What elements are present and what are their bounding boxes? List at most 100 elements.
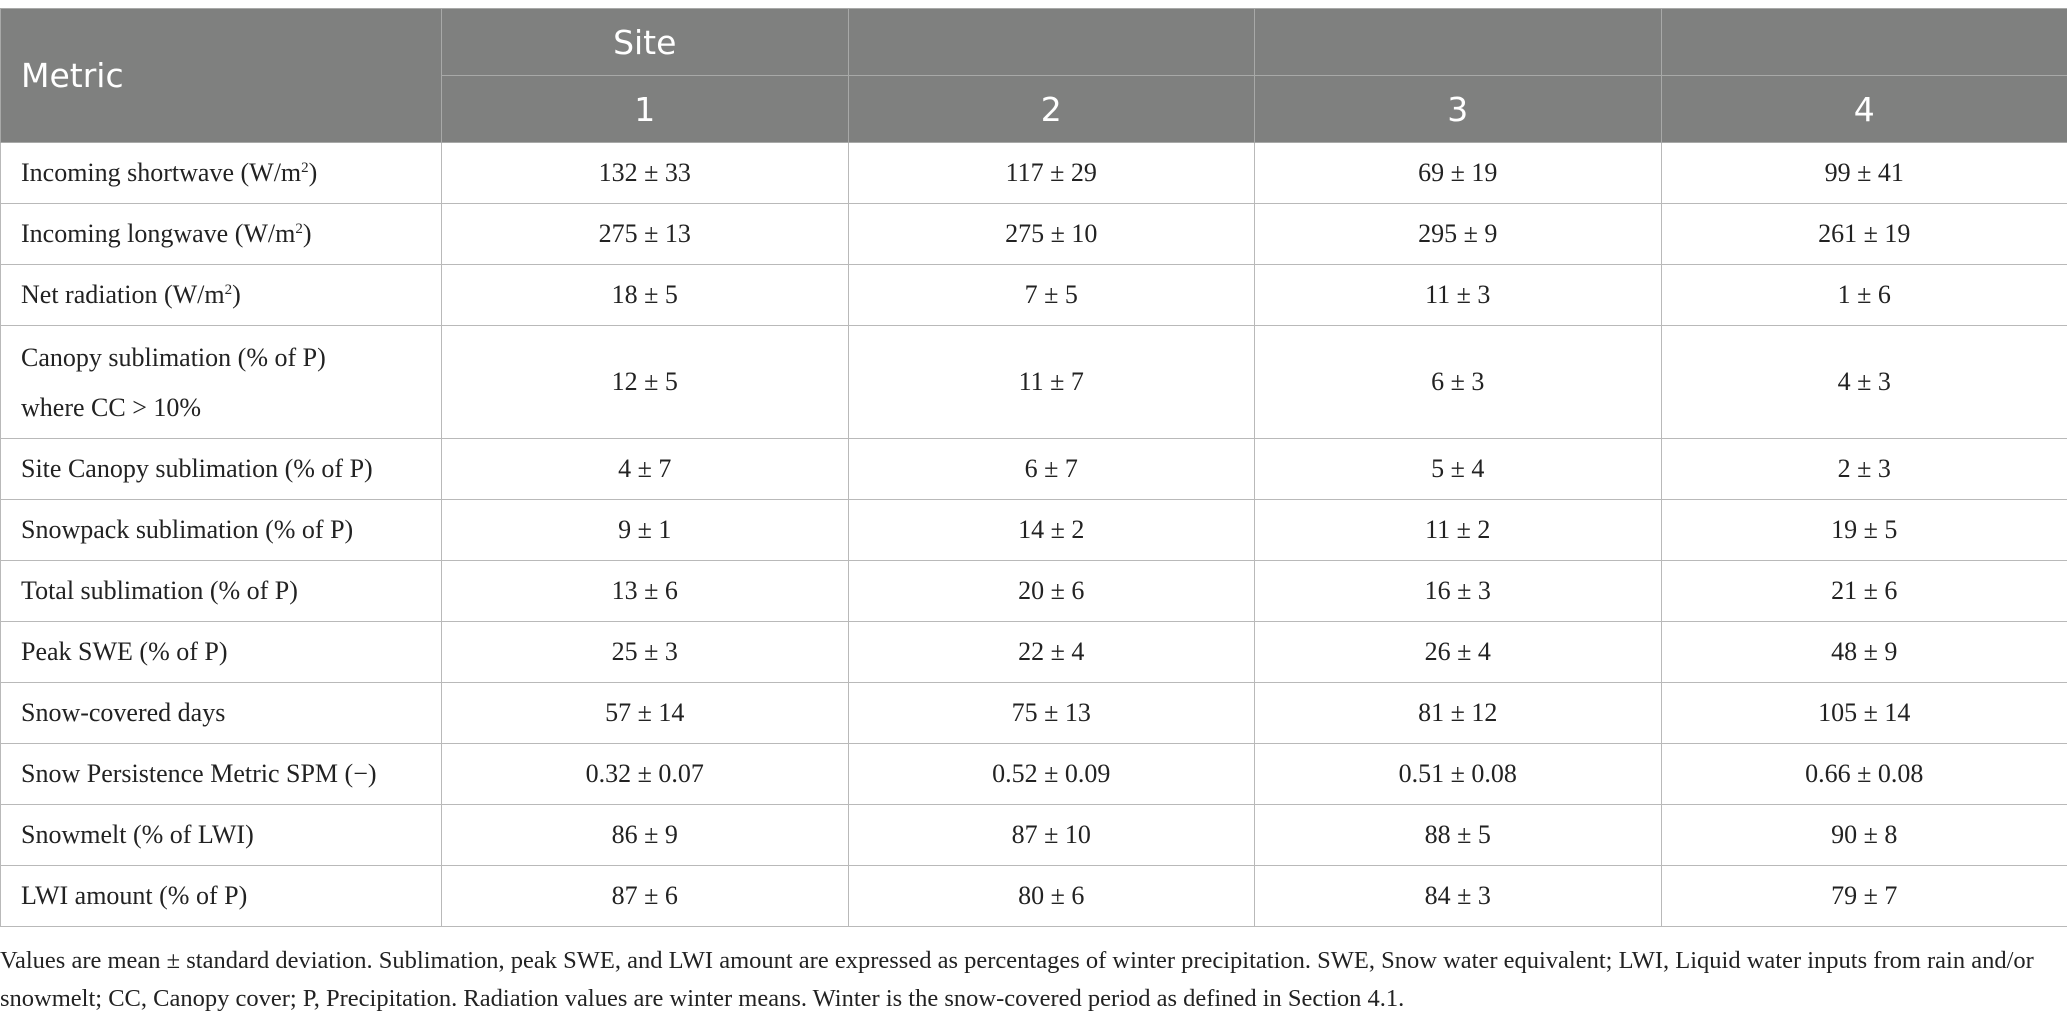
row-label-text: Snowmelt (% of LWI) <box>21 820 254 849</box>
table-row: Peak SWE (% of P) 25 ± 3 22 ± 4 26 ± 4 48 ± … <box>0 621 2067 683</box>
table-row: Total sublimation (% of P) 13 ± 6 20 ± 6 16… <box>0 560 2067 622</box>
unit-superscript: 2 <box>224 282 233 298</box>
row-label-text: Canopy sublimation (% of P) <box>21 343 326 372</box>
table-cell: 99 ± 41 <box>1660 142 2067 204</box>
table-cell: 275 ± 13 <box>441 203 849 265</box>
table-cell: 105 ± 14 <box>1660 682 2067 744</box>
table-cell: 0.51 ± 0.08 <box>1254 743 1662 805</box>
table-cell: 5 ± 4 <box>1254 438 1662 500</box>
table-cell: 69 ± 19 <box>1254 142 1662 204</box>
table-cell: 81 ± 12 <box>1254 682 1662 744</box>
table-cell: 1 ± 6 <box>1660 264 2067 326</box>
row-label-text: LWI amount (% of P) <box>21 881 248 910</box>
table-cell: 80 ± 6 <box>847 865 1255 927</box>
row-label-text: Snow-covered days <box>21 698 226 727</box>
row-label-line2: where CC > 10% <box>21 393 202 422</box>
row-label-text: Incoming shortwave (W/m <box>21 158 302 187</box>
table-cell: 11 ± 2 <box>1254 499 1662 561</box>
table-cell: 21 ± 6 <box>1660 560 2067 622</box>
table-cell: 13 ± 6 <box>441 560 849 622</box>
site-header: Site <box>441 8 849 76</box>
table-cell: 19 ± 5 <box>1660 499 2067 561</box>
table-cell: 90 ± 8 <box>1660 804 2067 866</box>
header-spacer <box>847 8 1255 76</box>
row-label: Incoming shortwave (W/m2) <box>0 142 442 204</box>
table-row: Incoming shortwave (W/m2) 132 ± 33 117 ± 2… <box>0 142 2067 204</box>
table-cell: 0.32 ± 0.07 <box>441 743 849 805</box>
row-label: Net radiation (W/m2) <box>0 264 442 326</box>
table-cell: 18 ± 5 <box>441 264 849 326</box>
table-cell: 6 ± 3 <box>1254 325 1662 439</box>
table-cell: 6 ± 7 <box>847 438 1255 500</box>
site-column-header: 4 <box>1660 75 2067 143</box>
table-cell: 16 ± 3 <box>1254 560 1662 622</box>
header-spacer <box>1254 8 1662 76</box>
table-cell: 20 ± 6 <box>847 560 1255 622</box>
table-row: LWI amount (% of P) 87 ± 6 80 ± 6 84 ± 3 79 … <box>0 865 2067 927</box>
table-cell: 261 ± 19 <box>1660 203 2067 265</box>
table-row: Snow-covered days 57 ± 14 75 ± 13 81 ± 12 10… <box>0 682 2067 744</box>
row-label-text: Net radiation (W/m <box>21 280 225 309</box>
row-label-suffix: ) <box>302 219 312 248</box>
row-label: Snowmelt (% of LWI) <box>0 804 442 866</box>
table-cell: 87 ± 10 <box>847 804 1255 866</box>
table-footnote: Values are mean ± standard deviation. Su… <box>0 947 2034 1012</box>
table-header: Metric Site 1 2 3 4 <box>0 8 2067 143</box>
table-cell: 132 ± 33 <box>441 142 849 204</box>
table-cell: 87 ± 6 <box>441 865 849 927</box>
table-row: Snowpack sublimation (% of P) 9 ± 1 14 ± 2… <box>0 499 2067 561</box>
table-cell: 57 ± 14 <box>441 682 849 744</box>
table-cell: 0.66 ± 0.08 <box>1660 743 2067 805</box>
table-cell: 2 ± 3 <box>1660 438 2067 500</box>
table-cell: 26 ± 4 <box>1254 621 1662 683</box>
table-cell: 117 ± 29 <box>847 142 1255 204</box>
table-body: Incoming shortwave (W/m2) 132 ± 33 117 ± 2… <box>0 142 2067 927</box>
row-label: Peak SWE (% of P) <box>0 621 442 683</box>
row-label: Total sublimation (% of P) <box>0 560 442 622</box>
row-label: LWI amount (% of P) <box>0 865 442 927</box>
table-cell: 11 ± 3 <box>1254 264 1662 326</box>
table-cell: 4 ± 7 <box>441 438 849 500</box>
table-cell: 79 ± 7 <box>1660 865 2067 927</box>
row-label: Incoming longwave (W/m2) <box>0 203 442 265</box>
row-label-suffix: ) <box>232 280 241 309</box>
table-cell: 295 ± 9 <box>1254 203 1662 265</box>
table-row: Incoming longwave (W/m2) 275 ± 13 275 ± 10… <box>0 203 2067 265</box>
table-cell: 11 ± 7 <box>847 325 1255 439</box>
table-row: Canopy sublimation (% of P) where CC > 10… <box>0 325 2067 439</box>
table-row: Snowmelt (% of LWI) 86 ± 9 87 ± 10 88 ± 5 90… <box>0 804 2067 866</box>
site-column-header: 2 <box>847 75 1255 143</box>
row-label-text: Peak SWE (% of P) <box>21 637 228 666</box>
header-spacer <box>1660 8 2067 76</box>
table-cell: 22 ± 4 <box>847 621 1255 683</box>
site-column-header: 3 <box>1254 75 1662 143</box>
row-label-text: Total sublimation (% of P) <box>21 576 298 605</box>
row-label: Snow Persistence Metric SPM (−) <box>0 743 442 805</box>
table-cell: 86 ± 9 <box>441 804 849 866</box>
table-cell: 0.52 ± 0.09 <box>847 743 1255 805</box>
table-row: Snow Persistence Metric SPM (−) 0.32 ± 0.… <box>0 743 2067 805</box>
unit-superscript: 2 <box>301 160 309 176</box>
row-label-suffix: ) <box>308 158 318 187</box>
table-cell: 84 ± 3 <box>1254 865 1662 927</box>
row-label: Snow-covered days <box>0 682 442 744</box>
unit-superscript: 2 <box>295 221 303 237</box>
table-cell: 14 ± 2 <box>847 499 1255 561</box>
table-cell: 4 ± 3 <box>1660 325 2067 439</box>
site-column-header: 1 <box>441 75 849 143</box>
table-cell: 7 ± 5 <box>847 264 1255 326</box>
row-label-text: Site Canopy sublimation (% of P) <box>21 454 373 483</box>
table-cell: 275 ± 10 <box>847 203 1255 265</box>
table-cell: 25 ± 3 <box>441 621 849 683</box>
table-cell: 9 ± 1 <box>441 499 849 561</box>
data-table: Metric Site 1 2 3 4 Incoming shortwave (… <box>0 8 2067 927</box>
row-label-text: Incoming longwave (W/m <box>21 219 296 248</box>
row-label: Site Canopy sublimation (% of P) <box>0 438 442 500</box>
table-cell: 88 ± 5 <box>1254 804 1662 866</box>
row-label: Snowpack sublimation (% of P) <box>0 499 442 561</box>
table-cell: 75 ± 13 <box>847 682 1255 744</box>
row-label-text: Snow Persistence Metric SPM (−) <box>21 759 377 788</box>
row-label-text: Snowpack sublimation (% of P) <box>21 515 354 544</box>
